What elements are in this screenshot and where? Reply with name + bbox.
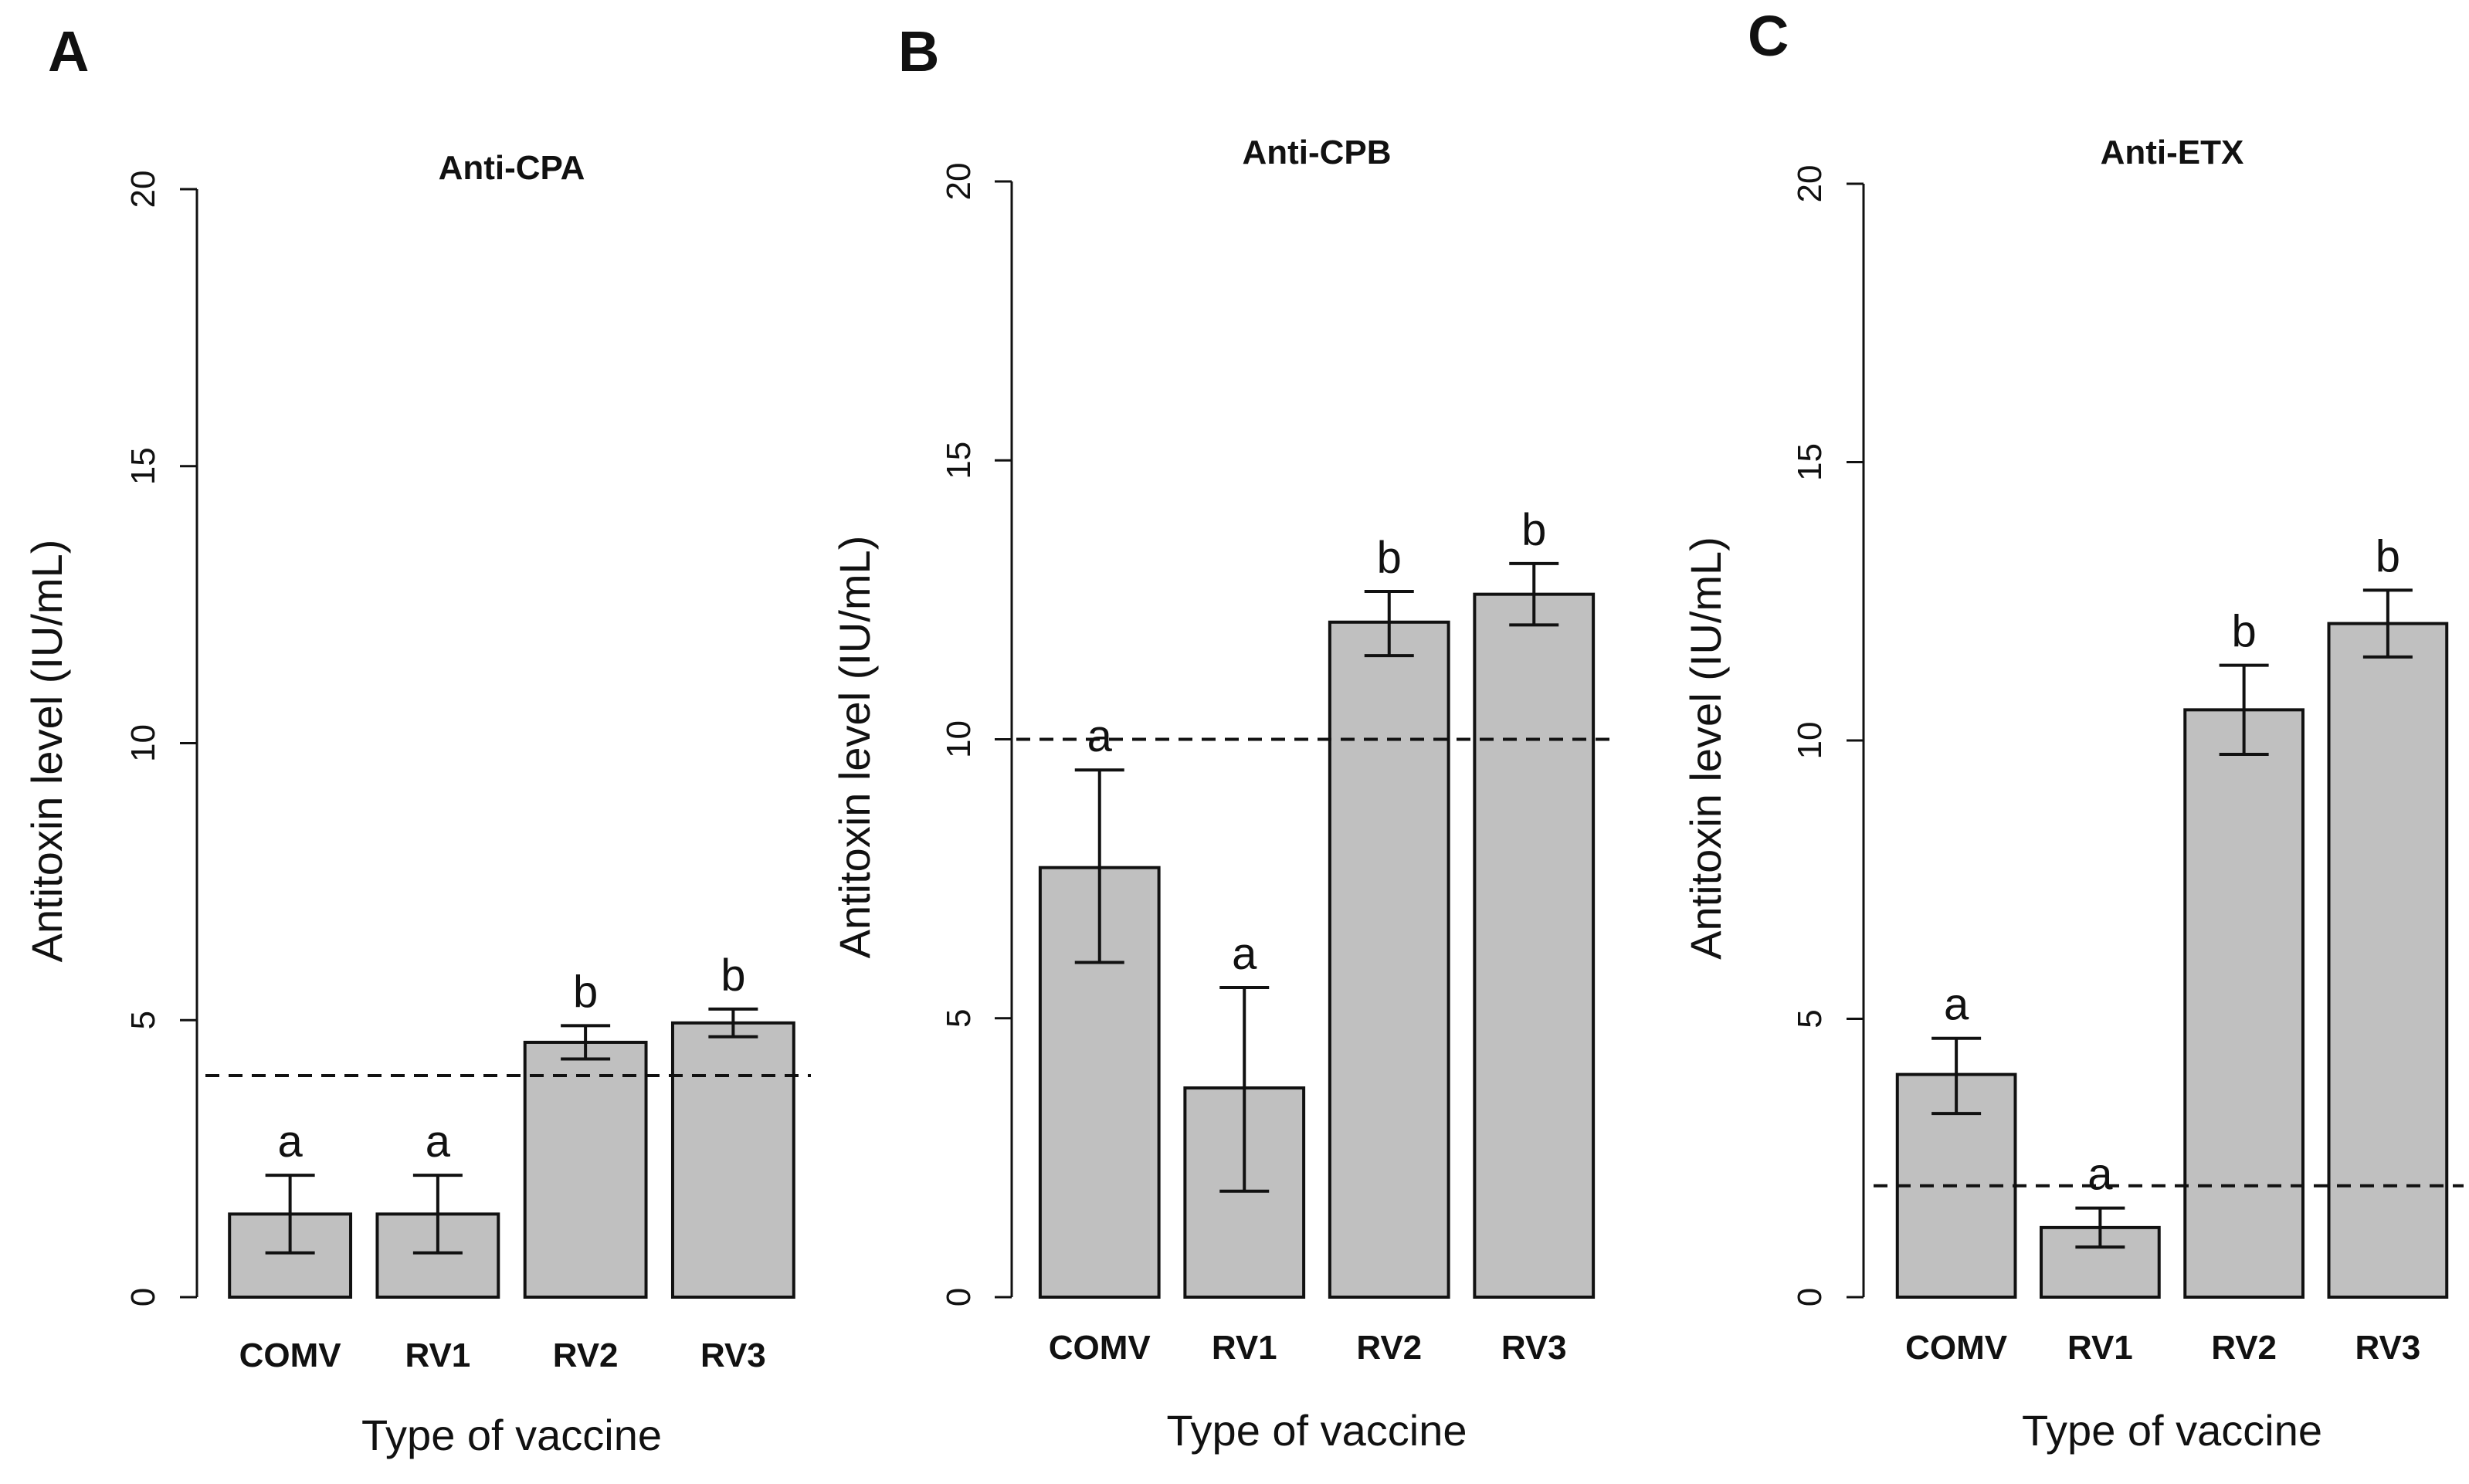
panel-b-bar-rv2 xyxy=(1328,620,1450,1299)
panel-b-y-tick-label: 20 xyxy=(940,163,978,201)
panel-c-category-label: COMV xyxy=(1905,1329,2008,1367)
panel-c-category-label: RV3 xyxy=(2355,1329,2420,1367)
panel-c-y-tick-label: 15 xyxy=(1791,443,1829,481)
panel-a-y-tick-label: 20 xyxy=(124,171,162,208)
panel-a-category-label: RV3 xyxy=(700,1337,766,1374)
panel-b-category-label: RV1 xyxy=(1212,1329,1277,1367)
panel-a-significance-label: a xyxy=(426,1116,451,1167)
panel-b-x-axis-title: Type of vaccine xyxy=(1166,1406,1467,1455)
panel-b-y-tick-label: 15 xyxy=(940,442,978,479)
panel-a-significance-label: b xyxy=(721,950,745,1001)
panel-a-letter: A xyxy=(48,19,89,83)
panel-c-category-label: RV1 xyxy=(2067,1329,2133,1367)
panel-a-bar-rv2 xyxy=(523,1040,648,1299)
panel-a-y-tick-label: 5 xyxy=(124,1011,162,1029)
panel-c-significance-label: b xyxy=(2231,607,2256,657)
panel-c-title: Anti-ETX xyxy=(2101,134,2244,171)
panel-c-y-tick-label: 0 xyxy=(1791,1288,1829,1306)
panel-c-y-axis-title: Antitoxin level (IU/mL) xyxy=(1681,537,1730,960)
panel-a-y-axis-title: Antitoxin level (IU/mL) xyxy=(22,540,71,963)
panel-b-y-tick-label: 5 xyxy=(940,1009,978,1028)
panel-b-bar-rv3 xyxy=(1473,592,1596,1299)
panel-b-significance-label: b xyxy=(1377,533,1402,583)
panel-a-category-label: COMV xyxy=(239,1337,342,1374)
panel-b-y-axis-title: Antitoxin level (IU/mL) xyxy=(830,536,879,959)
panel-c-significance-label: a xyxy=(1944,980,1969,1030)
panel-b-letter: B xyxy=(898,19,939,83)
panel-c-bar-rv3 xyxy=(2327,622,2449,1299)
panel-a-x-axis-title: Type of vaccine xyxy=(361,1411,662,1459)
panel-a-category-label: RV2 xyxy=(553,1337,619,1374)
panel-b-significance-label: a xyxy=(1087,711,1113,761)
panel-a-title: Anti-CPA xyxy=(439,149,585,187)
panel-a-bar-rv3 xyxy=(670,1021,795,1299)
panel-b-y-tick-label: 10 xyxy=(940,720,978,758)
panel-b-category-label: RV3 xyxy=(1501,1329,1567,1367)
panel-b-y-tick-label: 0 xyxy=(940,1288,978,1306)
panel-b-category-label: COMV xyxy=(1049,1329,1151,1367)
panel-a-significance-label: b xyxy=(573,967,598,1017)
panel-c-y-tick-label: 10 xyxy=(1791,722,1829,760)
panel-c-letter: C xyxy=(1748,4,1789,68)
panel-c-y-tick-label: 20 xyxy=(1791,165,1829,203)
panel-a-y-tick-label: 10 xyxy=(124,724,162,762)
panel-a-category-label: RV1 xyxy=(405,1337,470,1374)
panel-c-significance-label: b xyxy=(2376,531,2400,581)
panel-c-bar-rv2 xyxy=(2183,708,2305,1299)
panel-c-category-label: RV2 xyxy=(2211,1329,2277,1367)
panel-c-y-tick-label: 5 xyxy=(1791,1009,1829,1028)
panel-b-significance-label: a xyxy=(1232,929,1257,979)
panel-c-significance-label: a xyxy=(2087,1150,2113,1200)
panel-a-y-tick-label: 0 xyxy=(124,1288,162,1306)
panel-a-y-tick-label: 15 xyxy=(124,447,162,485)
panel-b-category-label: RV2 xyxy=(1356,1329,1422,1367)
panel-b-title: Anti-CPB xyxy=(1242,134,1391,171)
panel-c-x-axis-title: Type of vaccine xyxy=(2022,1406,2322,1455)
panel-a-significance-label: a xyxy=(277,1116,303,1167)
panel-b-significance-label: b xyxy=(1521,505,1546,555)
